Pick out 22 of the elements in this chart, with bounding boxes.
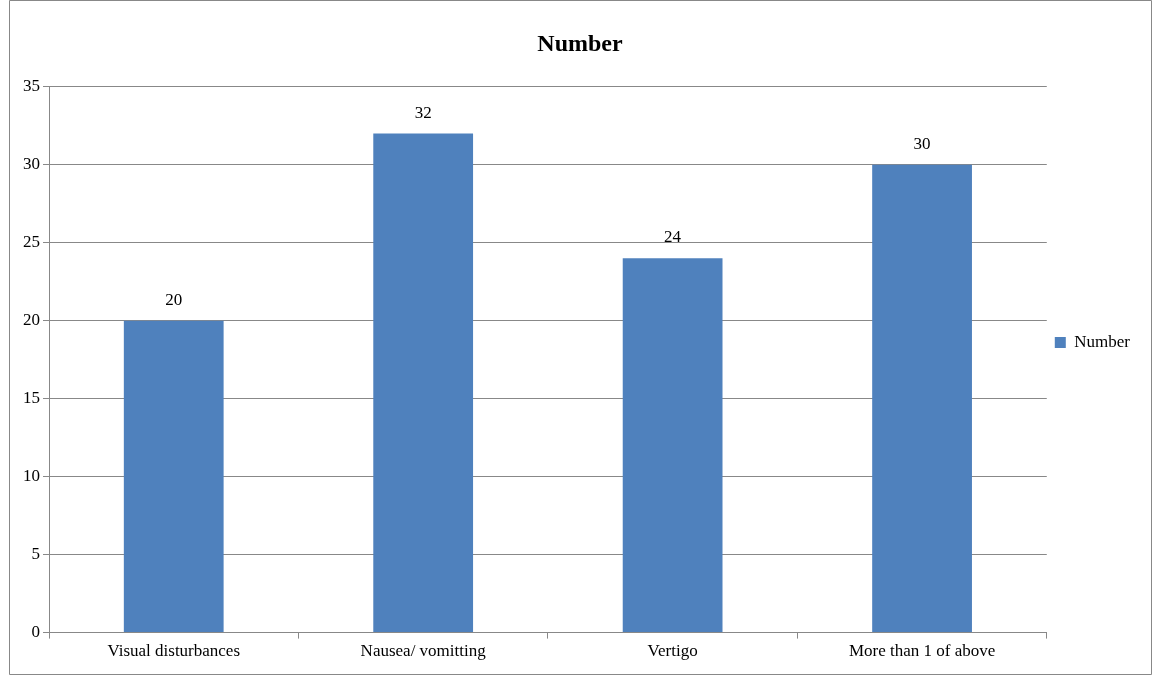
x-tick-label: More than 1 of above [848, 641, 996, 661]
data-label: 32 [414, 102, 432, 122]
bar [123, 320, 224, 633]
y-tick-label: 20 [23, 310, 40, 330]
y-tick-label: 10 [23, 466, 40, 486]
y-tick-label: 0 [31, 622, 40, 642]
data-label: 20 [165, 289, 183, 309]
y-tick-label: 35 [23, 76, 40, 96]
x-tick-label: Nausea/ vomitting [360, 641, 487, 661]
data-label: 30 [913, 133, 931, 153]
y-tick-label: 25 [23, 232, 40, 252]
y-tick-label: 5 [31, 544, 40, 564]
chart-title: Number [537, 29, 624, 56]
legend-label: Number [1074, 331, 1131, 351]
x-tick-label: Vertigo [647, 641, 698, 661]
y-tick-label: 30 [23, 154, 40, 174]
data-label: 24 [664, 227, 682, 247]
bar [872, 164, 972, 633]
bar [622, 258, 723, 633]
bar [373, 133, 474, 633]
y-tick-label: 15 [23, 388, 40, 408]
x-tick-label: Visual disturbances [107, 641, 241, 661]
